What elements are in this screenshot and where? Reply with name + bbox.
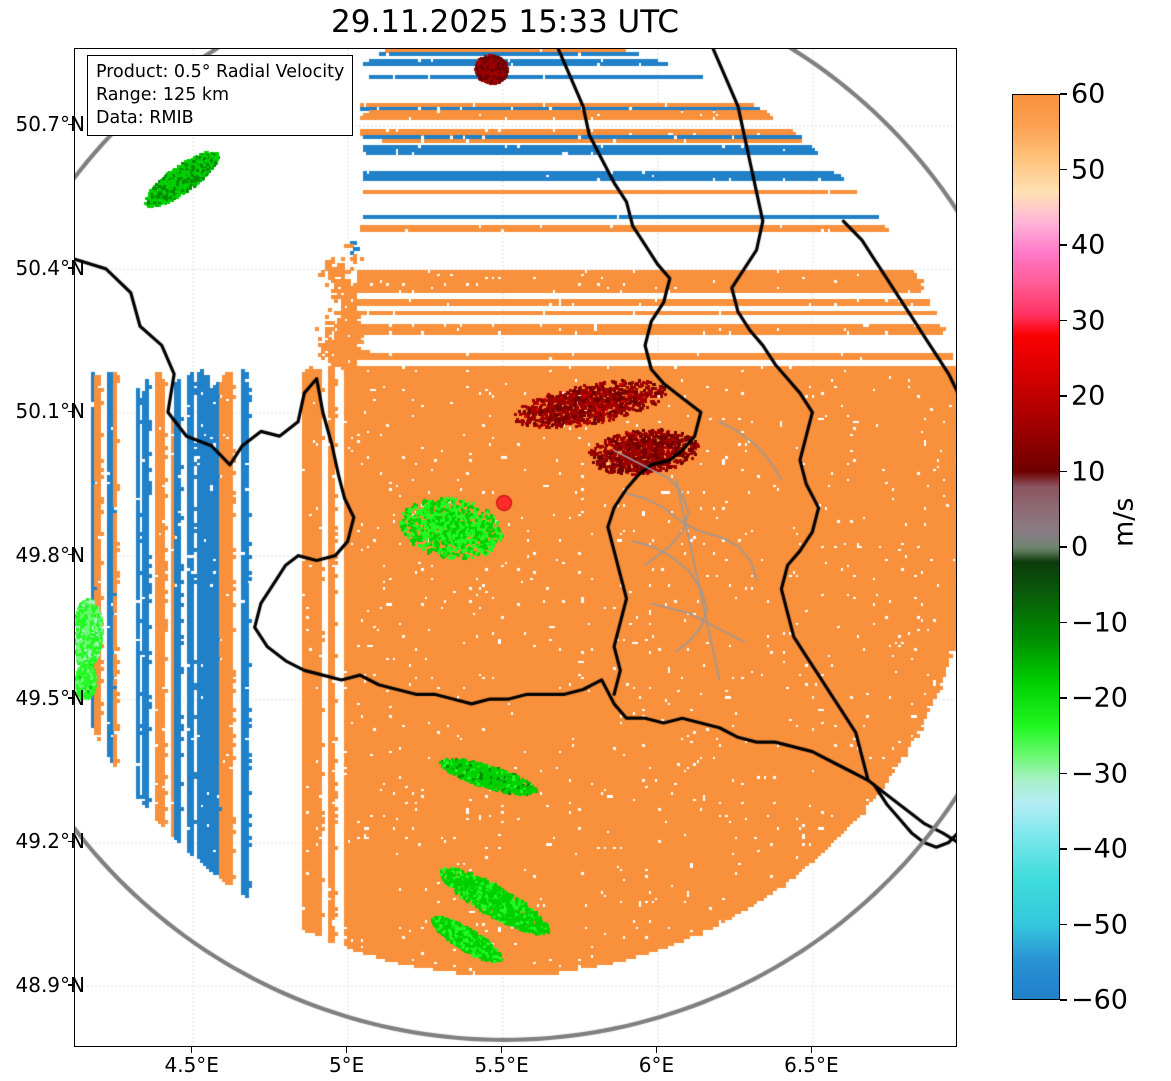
y-axis-tick-label: 50.1°N <box>15 399 86 424</box>
colorbar-tick-mark <box>1060 546 1067 548</box>
info-product: Product: 0.5° Radial Velocity <box>96 62 345 82</box>
y-axis-tick-mark <box>68 840 74 843</box>
colorbar-gradient <box>1013 95 1059 999</box>
y-axis-tick-label: 49.5°N <box>15 686 86 711</box>
colorbar-tick-label: 30 <box>1071 305 1106 336</box>
x-axis-tick-mark <box>810 1047 813 1053</box>
colorbar-tick-label: 50 <box>1071 154 1106 185</box>
colorbar-tick-mark <box>1060 395 1067 397</box>
colorbar-tick-label: 60 <box>1071 78 1106 110</box>
radar-map-canvas-wrap <box>75 49 956 1046</box>
y-axis-tick-mark <box>68 410 74 412</box>
product-info-box: Product: 0.5° Radial Velocity Range: 125… <box>87 55 354 137</box>
y-axis-tick-label: 48.9°N <box>15 972 86 997</box>
y-axis-tick-mark <box>68 553 74 556</box>
colorbar <box>1012 94 1060 1000</box>
info-range: Range: 125 km <box>96 84 230 105</box>
colorbar-tick-mark <box>1060 848 1067 850</box>
colorbar-tick-label: −50 <box>1071 909 1128 940</box>
x-axis-tick-mark <box>500 1047 503 1053</box>
y-axis-tick-mark <box>68 267 74 269</box>
colorbar-tick-label: 40 <box>1071 229 1106 261</box>
y-axis-tick-label: 50.7°N <box>15 112 86 137</box>
colorbar-tick-label: −40 <box>1071 833 1128 865</box>
colorbar-tick-label: 0 <box>1071 531 1089 563</box>
colorbar-tick-label: 20 <box>1071 380 1106 412</box>
x-axis-tick-mark <box>655 1047 658 1053</box>
colorbar-tick-mark <box>1060 319 1067 322</box>
colorbar-tick-mark <box>1060 244 1067 246</box>
colorbar-tick-mark <box>1060 697 1067 699</box>
x-axis-tick-label: 6.5°E <box>784 1053 839 1077</box>
radar-plot-frame <box>74 48 957 1047</box>
x-axis-tick-mark <box>191 1047 193 1053</box>
x-axis-tick-label: 5°E <box>328 1053 365 1077</box>
info-data-source: Data: RMIB <box>96 107 194 128</box>
colorbar-tick-label: −20 <box>1071 682 1128 714</box>
colorbar-tick-mark <box>1060 772 1067 775</box>
y-axis-tick-label: 49.8°N <box>15 542 86 567</box>
x-axis-tick-label: 4.5°E <box>164 1053 219 1077</box>
page-title: 29.11.2025 15:33 UTC <box>331 4 679 40</box>
y-axis-tick-label: 50.4°N <box>15 255 86 280</box>
colorbar-tick-label: −10 <box>1071 607 1128 638</box>
x-axis-tick-label: 6°E <box>638 1053 675 1077</box>
colorbar-tick-label: −30 <box>1071 758 1128 789</box>
y-axis-tick-mark <box>68 697 74 699</box>
y-axis-tick-mark <box>68 984 74 986</box>
colorbar-tick-mark <box>1060 168 1067 171</box>
x-axis-tick-label: 5.5°E <box>474 1053 529 1077</box>
x-axis-tick-mark <box>345 1047 348 1053</box>
colorbar-tick-mark <box>1060 923 1067 926</box>
radar-velocity-map <box>75 49 956 1046</box>
colorbar-unit-label: m/s <box>1108 497 1140 547</box>
colorbar-tick-mark <box>1060 621 1067 624</box>
colorbar-tick-mark <box>1060 999 1067 1001</box>
colorbar-tick-label: 10 <box>1071 456 1106 487</box>
y-axis-tick-mark <box>68 123 74 126</box>
colorbar-tick-label: −60 <box>1071 984 1128 1016</box>
colorbar-tick-mark <box>1060 470 1067 473</box>
y-axis-tick-label: 49.2°N <box>15 829 86 854</box>
colorbar-tick-mark <box>1060 93 1067 95</box>
